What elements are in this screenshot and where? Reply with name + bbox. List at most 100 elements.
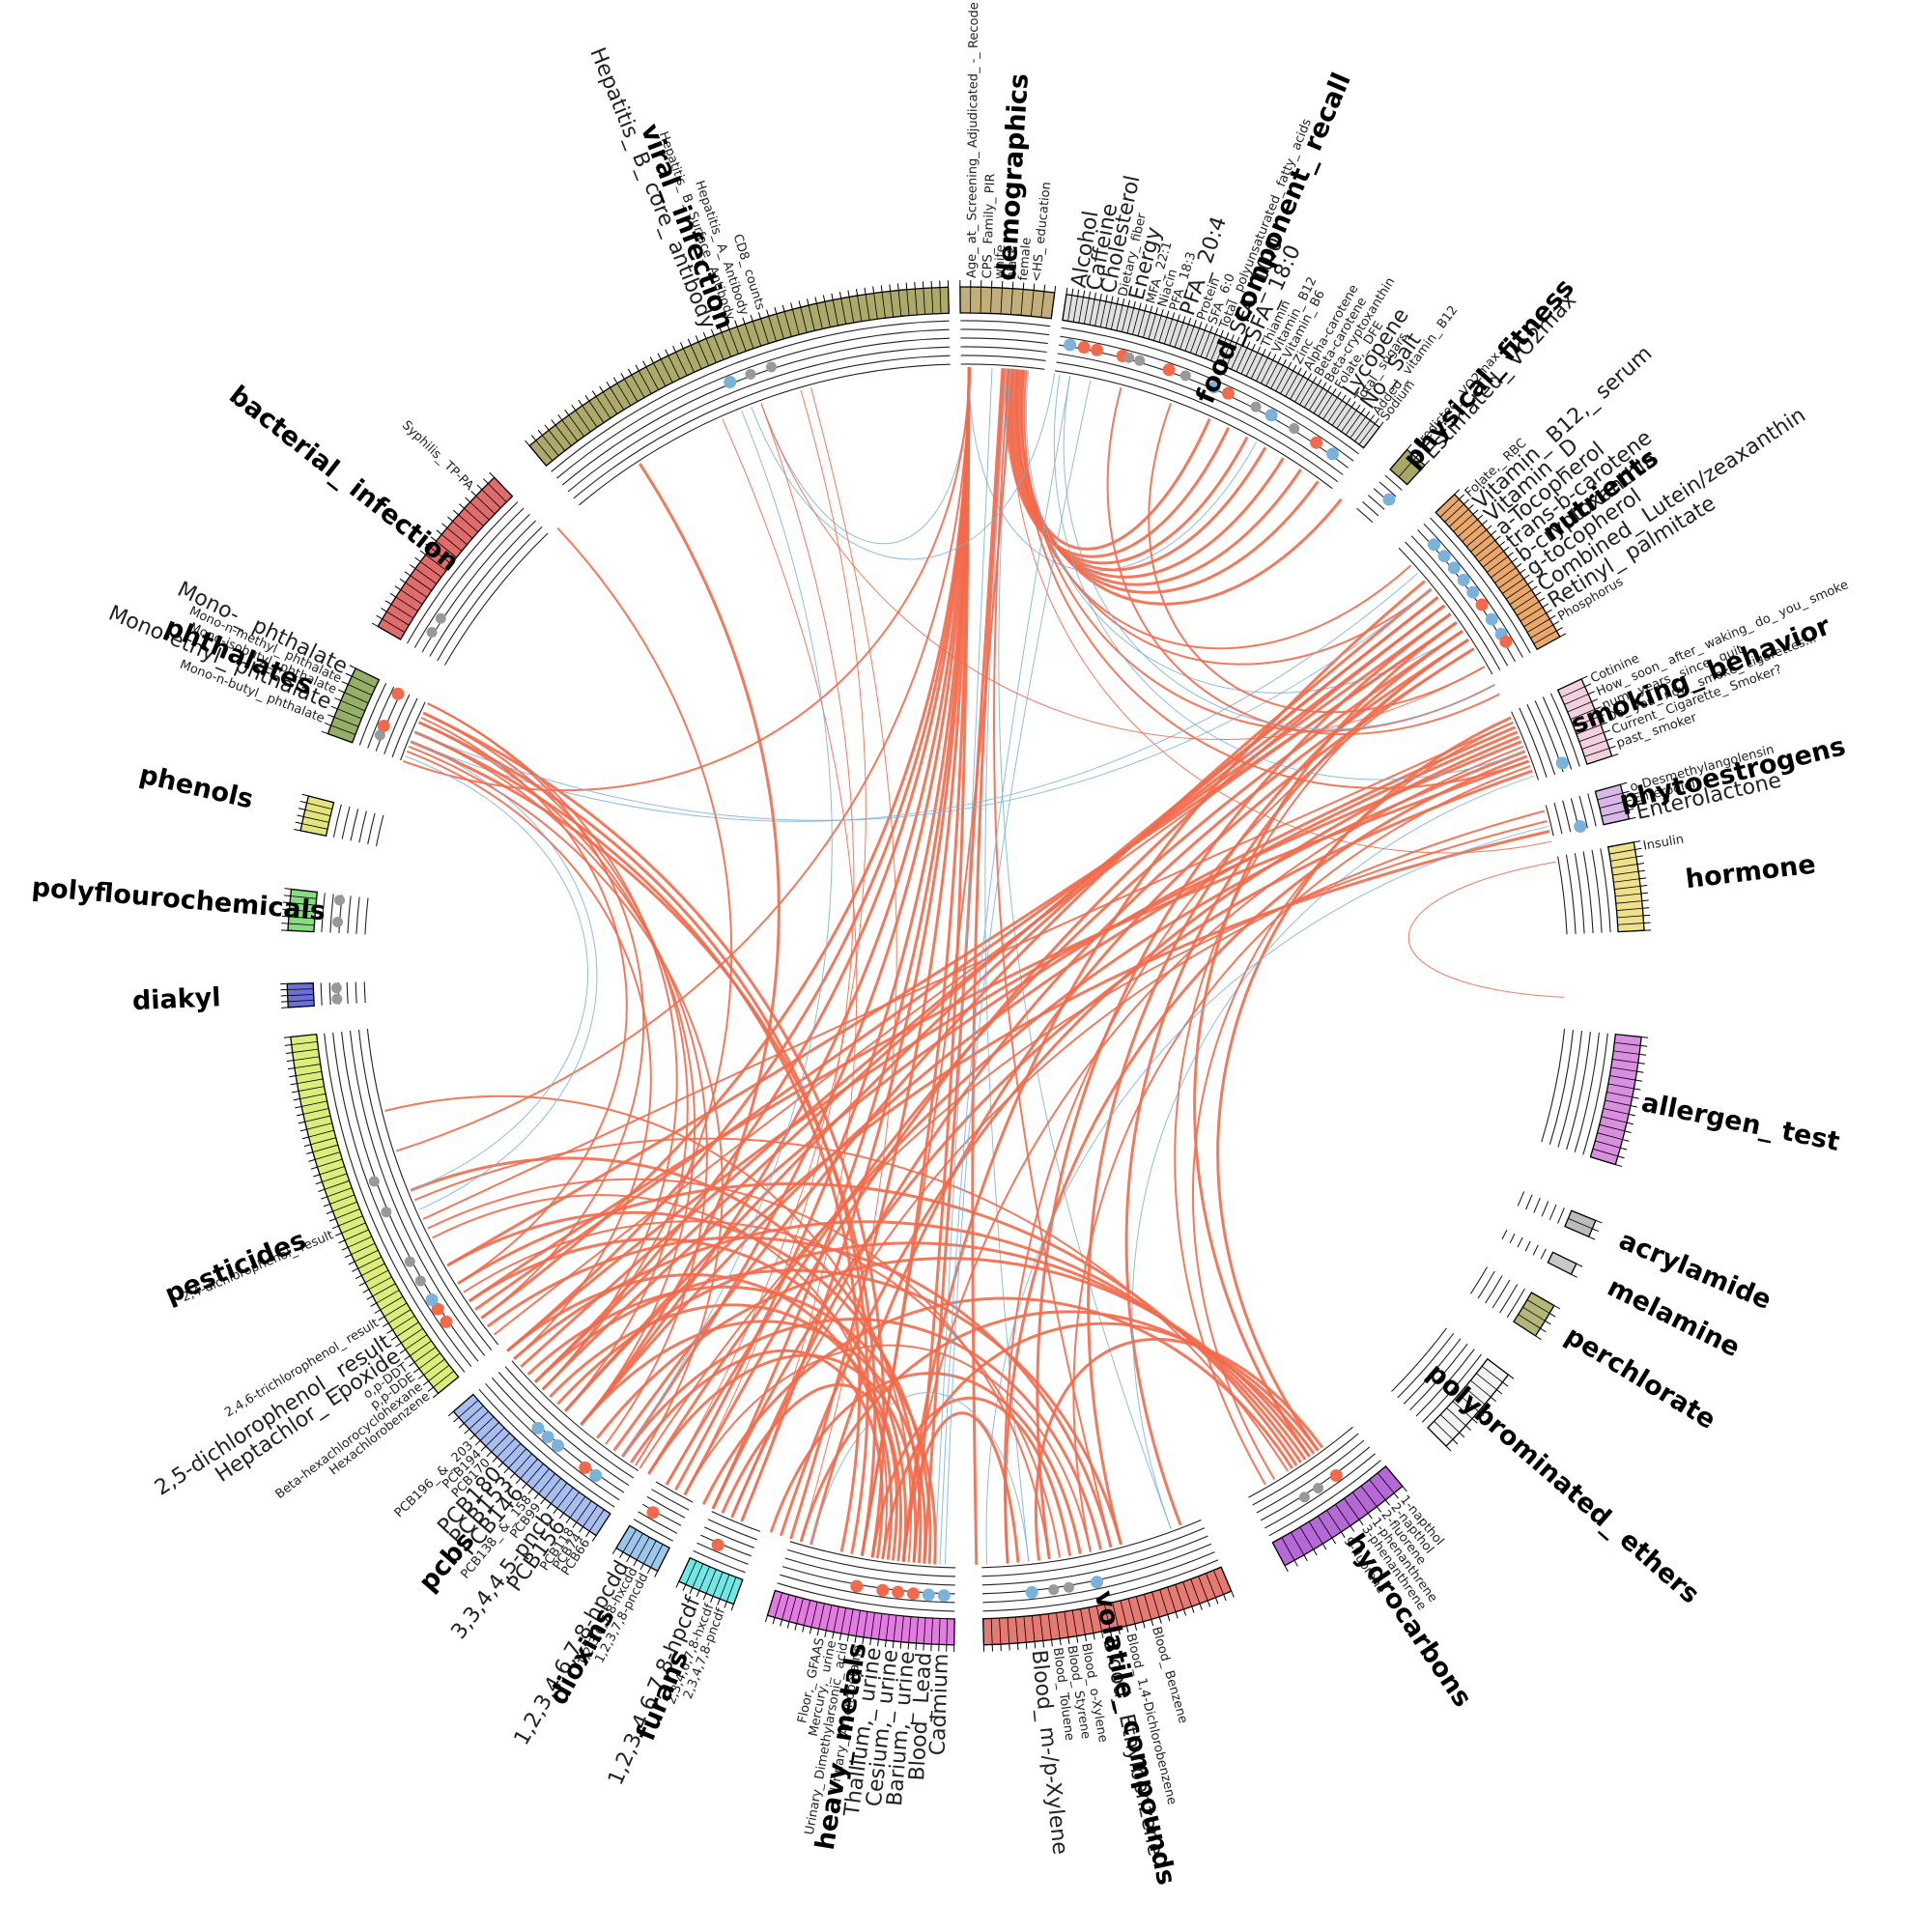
link-positive [1192, 721, 1514, 1480]
track-line [556, 328, 950, 479]
sector-tick [1307, 373, 1313, 380]
sector-tick [409, 1361, 415, 1367]
track-line [638, 1511, 678, 1534]
sector-tick [734, 320, 738, 327]
link-positive [760, 403, 1486, 741]
sector-divider [1453, 514, 1474, 532]
track-line [1405, 541, 1501, 670]
sector-divider [475, 495, 496, 515]
sector-divider [1007, 1617, 1010, 1644]
sector-divider [1344, 1497, 1360, 1520]
dot-negative [1555, 756, 1569, 770]
sector-tick [509, 1472, 516, 1479]
sector-divider [436, 540, 457, 558]
sector-divider [1603, 818, 1630, 826]
sector-tick [1355, 404, 1361, 412]
sector-tick [847, 290, 850, 298]
sector-divider [582, 1504, 599, 1527]
sector-tick [399, 1349, 407, 1354]
sector-divider [1291, 1532, 1305, 1555]
sector-tick [1225, 331, 1230, 339]
sector-tick [742, 317, 746, 325]
dot-positive [377, 720, 390, 733]
sector-divider [1250, 355, 1264, 380]
sector-divider [1616, 907, 1643, 911]
sector-divider [1031, 290, 1035, 317]
sector-tick [345, 1254, 352, 1259]
sector-hydrocarbons [1271, 1464, 1404, 1567]
sector-divider [1398, 457, 1417, 477]
dot-neutral [1250, 401, 1262, 412]
sector-divider [1285, 373, 1299, 397]
sector-divider [310, 1137, 336, 1146]
dot-positive [850, 1579, 864, 1593]
sector-divider [588, 400, 605, 423]
track-line [444, 532, 549, 666]
sector-divider [396, 1321, 419, 1337]
variable-label: Syphilis_ TP-PA [399, 418, 476, 494]
link-positive [463, 1220, 1061, 1558]
sector-divider [622, 1529, 637, 1552]
sector-divider [1206, 1573, 1216, 1598]
sector-tick [757, 312, 761, 320]
track-line [329, 894, 334, 933]
sector-tick [862, 1636, 865, 1644]
sector-divider [1127, 1598, 1136, 1625]
sector-tick [702, 331, 707, 339]
dot-neutral [381, 1207, 392, 1218]
sector-divider [1427, 1427, 1447, 1447]
track-line [633, 1519, 673, 1542]
category-label-hormone: hormone [1684, 850, 1817, 895]
sector-divider [990, 287, 992, 314]
track-line [1409, 1343, 1468, 1410]
sector-divider [1313, 390, 1328, 414]
sector-divider [425, 554, 447, 571]
sector-divider [1010, 288, 1013, 315]
sector-tick [362, 1289, 370, 1293]
track-line [367, 812, 376, 845]
sector-divider [1137, 310, 1146, 336]
dot-positive [1499, 635, 1513, 648]
sector-divider [1205, 333, 1216, 359]
dot-neutral [334, 895, 346, 906]
track-line [1532, 1244, 1539, 1256]
sector-divider [781, 1594, 790, 1620]
sector-tick [1548, 1313, 1556, 1318]
sector-tick [1538, 597, 1546, 603]
sector-divider [1015, 1617, 1018, 1643]
sector-divider [1198, 1576, 1208, 1602]
track-line [696, 1542, 749, 1565]
sector-tick [1454, 489, 1461, 496]
sector-divider [291, 1041, 318, 1045]
dot-negative [1466, 585, 1480, 599]
sector-tick [864, 287, 867, 295]
sector-divider [705, 338, 717, 363]
link-positive [1407, 861, 1565, 998]
sector-tick [1502, 1381, 1509, 1387]
sector-tick [374, 1309, 382, 1314]
sector-divider [1520, 607, 1544, 622]
sector-tick [880, 285, 883, 293]
sector-divider [1564, 1226, 1589, 1237]
sector-tick [672, 345, 677, 353]
sector-divider [514, 1453, 532, 1474]
sector-divider [1615, 900, 1642, 904]
link-positive [506, 366, 971, 1352]
link-positive [384, 1094, 912, 1563]
sector-divider [551, 1482, 568, 1504]
sector-tick [1584, 683, 1592, 688]
sector-divider [657, 1548, 670, 1572]
sector-tick [606, 382, 611, 388]
link-positive [1010, 368, 1285, 579]
category-labels: demographics food_ component_ recall physi… [31, 69, 1849, 1888]
sector-divider [1607, 841, 1634, 848]
sector-tick [591, 390, 597, 397]
sector-bars [286, 286, 1645, 1646]
sector-divider [330, 724, 355, 735]
sector-divider [698, 1566, 710, 1591]
sector-divider [728, 328, 739, 355]
sector-tick [695, 335, 699, 343]
sector-divider [948, 287, 950, 314]
sector-divider [376, 1290, 400, 1304]
sector-divider [881, 292, 886, 319]
